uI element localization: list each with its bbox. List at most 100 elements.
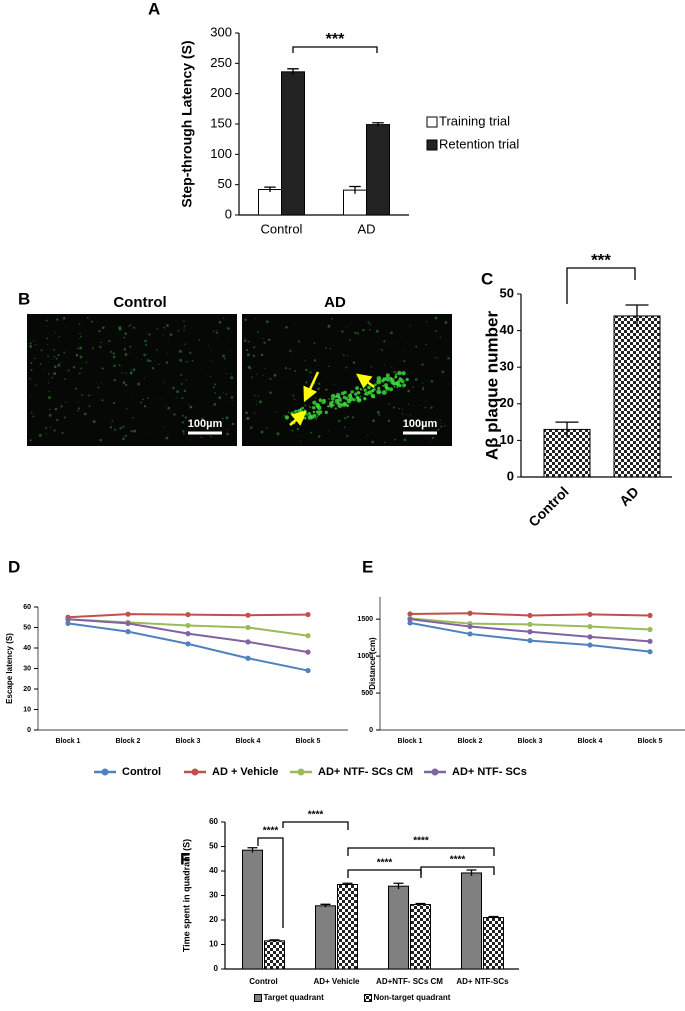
speck [413, 404, 415, 406]
plaque [303, 417, 305, 420]
speck [289, 349, 292, 353]
speck [141, 358, 143, 360]
speck [290, 394, 292, 395]
speck [123, 336, 126, 339]
speck [163, 326, 166, 329]
speck [226, 429, 229, 431]
speck [223, 391, 225, 393]
speck [366, 392, 368, 394]
speck [257, 395, 260, 397]
speck [292, 356, 294, 358]
speck [432, 382, 434, 384]
speck [182, 432, 185, 435]
speck [260, 430, 264, 434]
speck [215, 383, 217, 386]
speck [97, 321, 98, 322]
plaque [405, 377, 409, 382]
x-tick-label: Block 1 [398, 738, 423, 745]
speck [297, 434, 299, 436]
speck [341, 330, 344, 333]
plaque [350, 390, 354, 394]
speck [29, 378, 31, 380]
speck [122, 426, 125, 429]
speck [198, 422, 200, 424]
speck [176, 390, 180, 393]
x-tick-label: Block 4 [578, 738, 603, 745]
speck [189, 351, 192, 354]
x-tick-label: Block 2 [458, 738, 483, 745]
significance-label: **** [413, 836, 429, 847]
error-bar [247, 847, 258, 853]
plaque [396, 386, 398, 389]
plaque [343, 390, 347, 395]
speck [50, 426, 52, 428]
speck [264, 368, 266, 370]
speck [393, 370, 396, 374]
plaque [287, 411, 290, 413]
speck [128, 325, 131, 327]
plaque [333, 404, 335, 407]
speck [444, 321, 448, 324]
speck [54, 332, 56, 334]
speck [222, 417, 224, 420]
speck [364, 329, 366, 331]
legend-label: Control [122, 766, 161, 778]
y-tick-label: 20 [209, 915, 218, 924]
speck [65, 326, 67, 328]
speck [233, 319, 235, 321]
speck [83, 412, 87, 416]
speck [376, 410, 380, 414]
speck [269, 391, 272, 394]
speck [407, 403, 410, 405]
legend-label: Retention trial [439, 136, 519, 151]
speck [35, 384, 37, 386]
point [245, 655, 251, 661]
speck [119, 427, 122, 430]
speck [33, 340, 35, 342]
speck [142, 398, 144, 401]
plaque [293, 410, 295, 413]
speck [429, 441, 431, 443]
plaque [299, 420, 303, 423]
speck [55, 357, 58, 360]
speck [328, 398, 331, 401]
speck [253, 412, 256, 414]
speck [130, 369, 132, 371]
speck [389, 344, 390, 346]
speck [61, 431, 64, 435]
speck [113, 364, 116, 368]
speck [332, 397, 336, 401]
speck [75, 366, 76, 368]
speck [297, 340, 300, 343]
speck [108, 339, 111, 343]
speck [317, 435, 321, 438]
speck [418, 405, 420, 407]
speck [118, 364, 121, 367]
plaque [364, 393, 366, 396]
y-tick-label: 100 [210, 146, 232, 161]
speck [163, 382, 165, 384]
speck [223, 317, 225, 319]
speck [186, 361, 189, 363]
speck [402, 387, 404, 389]
point [647, 649, 653, 655]
plaque [373, 396, 376, 399]
speck [54, 407, 58, 411]
speck [45, 426, 48, 429]
speck [32, 416, 34, 418]
y-tick-label: 0 [369, 727, 373, 734]
speck [128, 325, 129, 327]
speck [181, 421, 185, 424]
plaque [329, 403, 334, 408]
speck [166, 352, 168, 354]
speck [409, 414, 411, 416]
y-tick-label: 60 [23, 604, 31, 611]
x-tick-label: AD [357, 221, 375, 236]
error-bar [269, 939, 280, 942]
error-bar [342, 882, 353, 886]
y-tick-label: 50 [218, 176, 232, 191]
speck [156, 348, 158, 351]
y-tick-label: 0 [214, 964, 219, 973]
speck [268, 338, 271, 341]
speck [178, 349, 182, 353]
